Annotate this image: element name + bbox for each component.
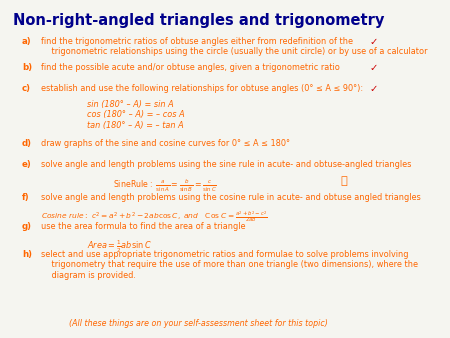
- Text: find the trigonometric ratios of obtuse angles either from redefinition of the
 : find the trigonometric ratios of obtuse …: [40, 37, 427, 56]
- Text: establish and use the following relationships for obtuse angles (0° ≤ A ≤ 90°):: establish and use the following relation…: [40, 83, 363, 93]
- Text: ✓: ✓: [370, 37, 378, 47]
- Text: tan (180° – A) = – tan A: tan (180° – A) = – tan A: [87, 121, 184, 130]
- Text: select and use appropriate trigonometric ratios and formulae to solve problems i: select and use appropriate trigonometric…: [40, 250, 418, 280]
- Text: solve angle and length problems using the sine rule in acute- and obtuse-angled : solve angle and length problems using th…: [40, 160, 411, 169]
- Text: solve angle and length problems using the cosine rule in acute- and obtuse angle: solve angle and length problems using th…: [40, 193, 420, 202]
- Text: g): g): [22, 222, 32, 231]
- Text: h): h): [22, 250, 32, 259]
- Text: sin (180° – A) = sin A: sin (180° – A) = sin A: [87, 100, 174, 108]
- Text: draw graphs of the sine and cosine curves for 0° ≤ A ≤ 180°: draw graphs of the sine and cosine curve…: [40, 139, 290, 148]
- Text: a): a): [22, 37, 32, 46]
- Text: find the possible acute and/or obtuse angles, given a trigonometric ratio: find the possible acute and/or obtuse an…: [40, 63, 339, 72]
- Text: ✓: ✓: [370, 83, 378, 94]
- Text: $\mathrm{Sine Rule:}\ \frac{a}{\sin A} = \frac{b}{\sin B} = \frac{c}{\sin C}$: $\mathrm{Sine Rule:}\ \frac{a}{\sin A} =…: [113, 177, 217, 194]
- Text: b): b): [22, 63, 32, 72]
- Text: (All these things are on your self-assessment sheet for this topic): (All these things are on your self-asses…: [69, 319, 328, 328]
- Text: cos (180° – A) = – cos A: cos (180° – A) = – cos A: [87, 110, 185, 119]
- Text: $\mathit{Area = \frac{1}{2}ab\sin C}$: $\mathit{Area = \frac{1}{2}ab\sin C}$: [87, 238, 152, 255]
- Text: f): f): [22, 193, 30, 202]
- Text: d): d): [22, 139, 32, 148]
- Text: Non-right-angled triangles and trigonometry: Non-right-angled triangles and trigonome…: [13, 13, 384, 28]
- Text: use the area formula to find the area of a triangle: use the area formula to find the area of…: [40, 222, 245, 231]
- Text: 👉: 👉: [340, 176, 347, 186]
- Text: ✓: ✓: [370, 63, 378, 73]
- Text: e): e): [22, 160, 32, 169]
- Text: $\mathit{Cosine\ rule:\ c^2 = a^2 + b^2 - 2ab\cos C,\ and}$$\quad \mathrm{Cos}\ : $\mathit{Cosine\ rule:\ c^2 = a^2 + b^2 …: [40, 210, 268, 225]
- Text: c): c): [22, 83, 31, 93]
